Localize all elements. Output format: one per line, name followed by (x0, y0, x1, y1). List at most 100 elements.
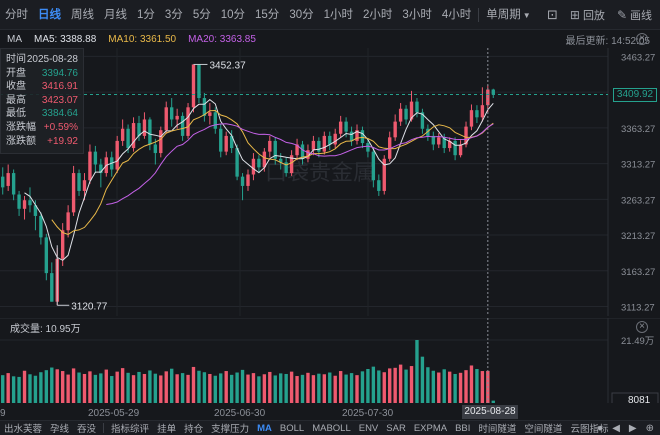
candle-body-11 (60, 230, 65, 259)
timeframe-7[interactable]: 10分 (220, 8, 246, 21)
volume-bar-77 (420, 356, 425, 403)
candle-body-82 (447, 140, 452, 149)
candle-body-2 (11, 173, 16, 195)
candle-body-45 (246, 174, 250, 186)
candle-body-77 (420, 112, 425, 129)
bottom-tab-12[interactable]: EXPMA (413, 422, 448, 434)
ma5-line (24, 98, 494, 261)
bottom-right-tools: ● ◀ ▶ ⊕ (597, 421, 654, 435)
candle-body-30 (164, 107, 168, 131)
timeframe-3[interactable]: 月线 (104, 8, 127, 21)
timeframe-9[interactable]: 30分 (289, 8, 314, 21)
top-right-tools: ⊡ ⊞ 回放 ✎ 画线 (547, 0, 652, 30)
bottom-tab-16[interactable]: 云图指标 (570, 424, 609, 435)
draw-button[interactable]: ✎ 画线 (617, 7, 652, 23)
candle-body-80 (437, 137, 441, 145)
volume-bar-73 (398, 364, 403, 403)
volume-bar-21 (115, 371, 119, 403)
candle-body-12 (66, 212, 70, 231)
candle-body-86 (469, 110, 474, 127)
timeframe-6[interactable]: 5分 (192, 8, 211, 21)
bottom-tab-list: 出水芙蓉 孕线 吞没 指标综评 挂单 持仓 支撑压力 MA BOLL MABOLL ENV SAR EX… (0, 421, 612, 435)
bottom-tab-6[interactable]: 支撑压力 (211, 424, 250, 435)
candlestick-chart[interactable]: 3463.273413.273363.273313.273263.273213.… (0, 48, 660, 316)
next-icon[interactable]: ▶ (628, 423, 637, 434)
volume-bar-23 (126, 372, 130, 403)
candle-body-81 (442, 137, 446, 149)
bottom-tab-10[interactable]: ENV (358, 422, 379, 434)
volume-bar-72 (393, 367, 397, 403)
bottom-tab-3[interactable]: 指标综评 (111, 424, 150, 435)
volume-bar-58 (317, 373, 321, 403)
info-time-value: 2025-08-28 (26, 54, 78, 65)
timeframe-10[interactable]: 1小时 (323, 8, 354, 21)
candle-body-76 (415, 101, 419, 113)
bottom-tab-9[interactable]: MABOLL (312, 422, 351, 434)
bottom-tab-4[interactable]: 挂单 (157, 424, 177, 435)
candle-body-65 (355, 130, 359, 141)
candle-body-69 (377, 180, 381, 191)
bottom-tab-7[interactable]: MA (257, 422, 272, 434)
timeframe-13[interactable]: 4小时 (441, 8, 472, 21)
info-low-value: 3384.64 (41, 108, 78, 120)
ma20-line (106, 123, 494, 205)
candle-body-63 (344, 121, 348, 132)
close-volume-icon[interactable]: × (636, 321, 648, 333)
replay-button[interactable]: ⊞ 回放 (570, 7, 605, 23)
candle-body-70 (382, 158, 386, 191)
bottom-tab-0[interactable]: 出水芙蓉 (4, 424, 43, 435)
timeframe-0[interactable]: 分时 (5, 8, 28, 21)
high-marker-label: 3452.37 (209, 60, 246, 71)
volume-bar-87 (475, 368, 479, 403)
volume-chart[interactable]: 21.49万 8081 (0, 318, 660, 403)
volume-bar-43 (235, 372, 239, 403)
replay-icon: ⊞ (569, 8, 580, 22)
timeframe-1[interactable]: 日线 (38, 8, 61, 21)
volume-bar-74 (404, 369, 408, 403)
indicator-name[interactable]: MA (7, 33, 22, 45)
camera-icon[interactable]: ⊡ (546, 7, 558, 22)
volume-bar-0 (1, 375, 5, 403)
candle-body-5 (28, 200, 32, 206)
timeframe-2[interactable]: 周线 (71, 8, 94, 21)
volume-bar-12 (66, 374, 70, 403)
zoom-in-icon[interactable]: ⊕ (645, 423, 654, 434)
candle-body-29 (159, 130, 163, 154)
timeframe-8[interactable]: 15分 (255, 8, 280, 21)
replay-label: 回放 (582, 10, 605, 22)
volume-bar-19 (104, 369, 108, 403)
volume-bar-65 (355, 375, 359, 403)
candle-body-17 (93, 151, 98, 165)
candle-body-26 (142, 119, 147, 136)
timeframe-4[interactable]: 1分 (137, 8, 155, 21)
settings-icon[interactable]: ● (597, 423, 604, 434)
timeframe-5[interactable]: 3分 (164, 8, 183, 21)
candle-body-43 (235, 148, 239, 177)
volume-bar-22 (120, 368, 125, 403)
volume-bar-82 (447, 371, 452, 403)
volume-bar-56 (306, 372, 310, 403)
bottom-tab-11[interactable]: SAR (386, 422, 406, 434)
candle-body-42 (229, 135, 234, 149)
chevron-down-icon: ▼ (522, 10, 531, 20)
bottom-tab-1[interactable]: 孕线 (50, 424, 70, 435)
prev-icon[interactable]: ◀ (612, 423, 620, 434)
candle-body-24 (131, 123, 136, 149)
bottom-tab-5[interactable]: 持仓 (184, 424, 204, 435)
timeframe-12[interactable]: 3小时 (402, 8, 432, 21)
volume-bar-69 (377, 370, 381, 403)
bottom-tab-15[interactable]: 空间隧道 (524, 424, 563, 435)
date-tick-3: 2025-07-30 (342, 408, 394, 419)
volume-bar-47 (257, 376, 261, 403)
single-period-dropdown[interactable]: 单周期 ▼ (481, 0, 535, 30)
info-high-label: 最高 (6, 94, 26, 106)
volume-bar-46 (251, 373, 256, 403)
bottom-tab-14[interactable]: 时间隧道 (478, 424, 517, 435)
timeframe-11[interactable]: 2小时 (363, 8, 393, 21)
bottom-tab-8[interactable]: BOLL (279, 422, 305, 434)
ma20-value: MA20: 3363.85 (188, 33, 256, 45)
bottom-tab-13[interactable]: BBI (455, 422, 471, 434)
divider (103, 423, 105, 433)
close-main-indicator-icon[interactable]: × (636, 33, 648, 45)
bottom-tab-2[interactable]: 吞没 (77, 424, 97, 435)
